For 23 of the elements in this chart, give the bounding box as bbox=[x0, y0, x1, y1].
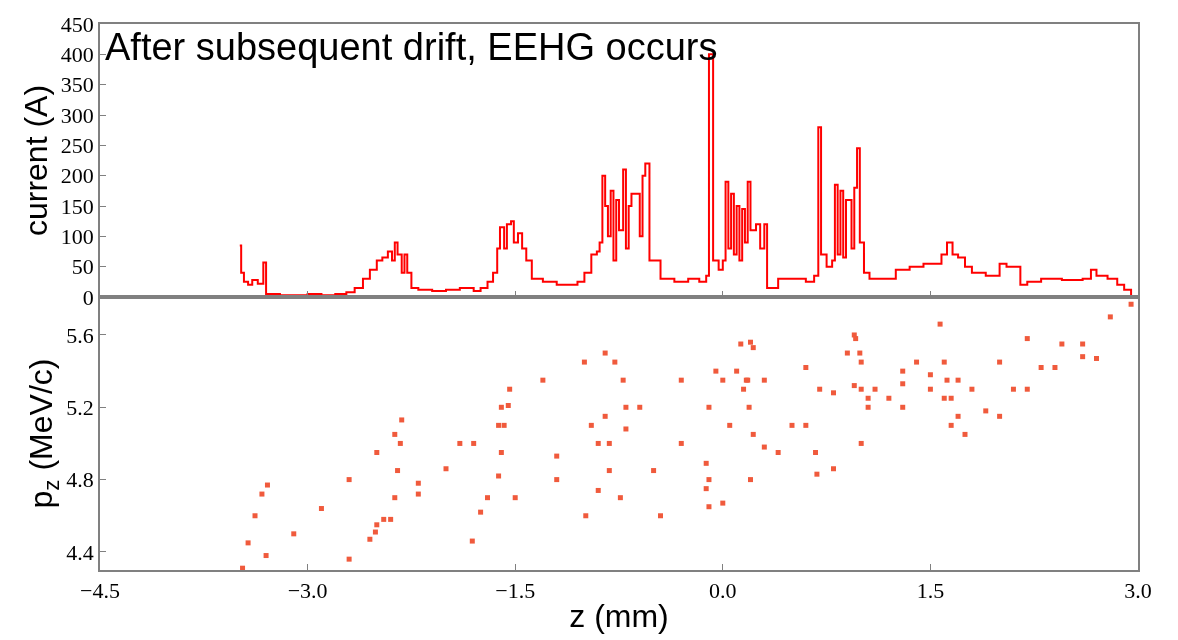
x-tick-label: 0.0 bbox=[709, 578, 737, 604]
y-axis-title: current (A) bbox=[17, 84, 54, 237]
y-tick-label: 4.4 bbox=[66, 539, 94, 565]
x-axis-title: z (mm) bbox=[569, 597, 669, 634]
y-tick-label: 5.2 bbox=[66, 394, 94, 420]
y-tick-label: 250 bbox=[60, 133, 94, 159]
x-tick-label: −4.5 bbox=[80, 578, 120, 604]
x-tick-label: 1.5 bbox=[916, 578, 945, 604]
y-tick-label: 450 bbox=[60, 11, 94, 37]
y-tick-label: 4.8 bbox=[66, 467, 94, 493]
x-tick-label: 3.0 bbox=[1124, 578, 1152, 604]
y-tick-label: 200 bbox=[60, 163, 94, 189]
y-tick-label: 0 bbox=[82, 284, 94, 310]
y-tick-label: 50 bbox=[71, 254, 94, 280]
y-tick-label: 100 bbox=[60, 224, 94, 250]
x-tick-label: −3.0 bbox=[287, 578, 328, 604]
y-tick-label: 150 bbox=[60, 193, 94, 219]
chart-title: After subsequent drift, EEHG occurs bbox=[105, 26, 718, 68]
y-tick-label: 400 bbox=[60, 42, 94, 68]
y-tick-label: 350 bbox=[60, 72, 94, 98]
y-tick-label: 5.6 bbox=[66, 322, 94, 348]
x-tick-label: −1.5 bbox=[495, 578, 536, 604]
y-tick-label: 300 bbox=[60, 102, 94, 128]
